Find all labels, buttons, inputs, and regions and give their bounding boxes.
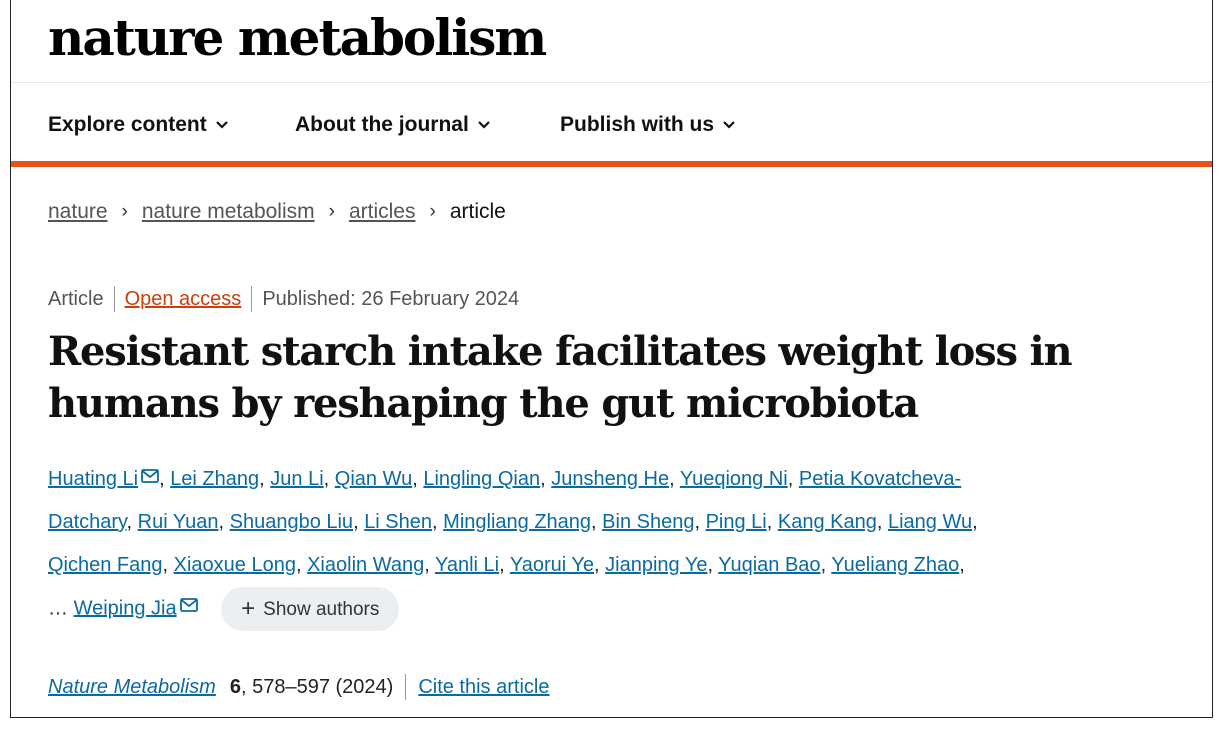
nav-label: Explore content xyxy=(48,113,207,136)
divider xyxy=(251,286,253,312)
author-link[interactable]: Datchary xyxy=(48,511,127,533)
author-link[interactable]: Rui Yuan xyxy=(137,511,219,533)
mail-icon[interactable] xyxy=(179,598,198,613)
author-ellipsis: … xyxy=(48,597,68,620)
author-link[interactable]: Petia Kovatcheva- xyxy=(798,468,962,490)
nav-explore-content[interactable]: Explore content xyxy=(48,113,229,137)
author-link[interactable]: Jun Li xyxy=(270,468,324,490)
author-link[interactable]: Shuangbo Liu xyxy=(229,511,354,533)
author-link[interactable]: Mingliang Zhang xyxy=(443,511,592,533)
breadcrumb-articles[interactable]: articles xyxy=(348,200,416,223)
cite-this-article-link[interactable]: Cite this article xyxy=(418,675,550,698)
author-link[interactable]: Yueliang Zhao xyxy=(831,554,960,576)
author-link[interactable]: Lingling Qian xyxy=(423,468,541,490)
author-link[interactable]: Li Shen xyxy=(364,511,433,533)
logo-bar: nature metabolism xyxy=(11,0,1212,83)
breadcrumb-nature[interactable]: nature xyxy=(48,200,108,223)
show-authors-label: Show authors xyxy=(263,598,380,620)
author-link[interactable]: Lei Zhang xyxy=(170,468,260,490)
article-type: Article xyxy=(48,287,104,310)
mail-icon[interactable] xyxy=(141,469,159,483)
divider xyxy=(405,674,407,700)
author-link[interactable]: Kang Kang xyxy=(777,511,877,533)
breadcrumb-separator: › xyxy=(328,201,335,222)
author-link[interactable]: Jianping Ye xyxy=(605,554,708,576)
journal-logo[interactable]: nature metabolism xyxy=(48,8,547,67)
author-link[interactable]: Junsheng He xyxy=(551,468,670,490)
author-link[interactable]: Yuqian Bao xyxy=(718,554,821,576)
divider xyxy=(113,286,115,312)
chevron-down-icon xyxy=(478,121,490,129)
show-authors-button[interactable]: + Show authors xyxy=(221,587,400,631)
breadcrumb-nature-metabolism[interactable]: nature metabolism xyxy=(141,200,315,223)
article-title: Resistant starch intake facilitates weig… xyxy=(48,328,1073,427)
nav-about-journal[interactable]: About the journal xyxy=(295,113,491,137)
author-line-4: … Weiping Jia + Show authors xyxy=(48,587,1188,631)
author-link[interactable]: Yanli Li xyxy=(434,554,500,576)
author-link[interactable]: Bin Sheng xyxy=(602,511,695,533)
author-link[interactable]: Yueqiong Ni xyxy=(679,468,788,490)
author-line-3: Qichen Fang, Xiaoxue Long, Xiaolin Wang,… xyxy=(48,554,965,576)
volume: 6 xyxy=(229,675,241,698)
author-link[interactable]: Liang Wu xyxy=(887,511,973,533)
article-meta: Article Open access Published: 26 Februa… xyxy=(48,286,519,312)
nav-label: Publish with us xyxy=(560,113,715,136)
author-link[interactable]: Weiping Jia xyxy=(73,597,177,620)
citation-line: Nature Metabolism 6 , 578–597 (2024) Cit… xyxy=(48,674,549,700)
page-frame: nature metabolism Explore content About … xyxy=(10,0,1213,718)
author-line-1: Huating Li, Lei Zhang, Jun Li, Qian Wu, … xyxy=(48,468,962,490)
author-line-2: Datchary, Rui Yuan, Shuangbo Liu, Li She… xyxy=(48,511,978,533)
breadcrumb-separator: › xyxy=(121,201,128,222)
author-link[interactable]: Qian Wu xyxy=(334,468,413,490)
author-link[interactable]: Qichen Fang xyxy=(48,554,163,576)
plus-icon: + xyxy=(241,595,256,622)
author-link[interactable]: Yaorui Ye xyxy=(509,554,595,576)
nav-label: About the journal xyxy=(295,113,469,136)
breadcrumb-separator: › xyxy=(429,201,436,222)
main-nav: Explore content About the journal Publis… xyxy=(11,83,1212,167)
breadcrumb-current: article xyxy=(449,200,506,223)
author-link[interactable]: Xiaolin Wang xyxy=(307,554,425,576)
open-access-link[interactable]: Open access xyxy=(124,287,242,310)
published-date: Published: 26 February 2024 xyxy=(262,287,520,310)
author-link[interactable]: Ping Li xyxy=(705,511,767,533)
pages-year: , 578–597 (2024) xyxy=(240,675,394,698)
author-list: Huating Li, Lei Zhang, Jun Li, Qian Wu, … xyxy=(48,458,1188,631)
journal-link[interactable]: Nature Metabolism xyxy=(48,675,216,698)
nav-publish-with-us[interactable]: Publish with us xyxy=(560,113,736,137)
author-link[interactable]: Xiaoxue Long xyxy=(173,554,296,576)
breadcrumb: nature › nature metabolism › articles › … xyxy=(48,200,506,224)
author-link[interactable]: Huating Li xyxy=(48,468,139,490)
chevron-down-icon xyxy=(723,121,735,129)
chevron-down-icon xyxy=(215,121,228,129)
